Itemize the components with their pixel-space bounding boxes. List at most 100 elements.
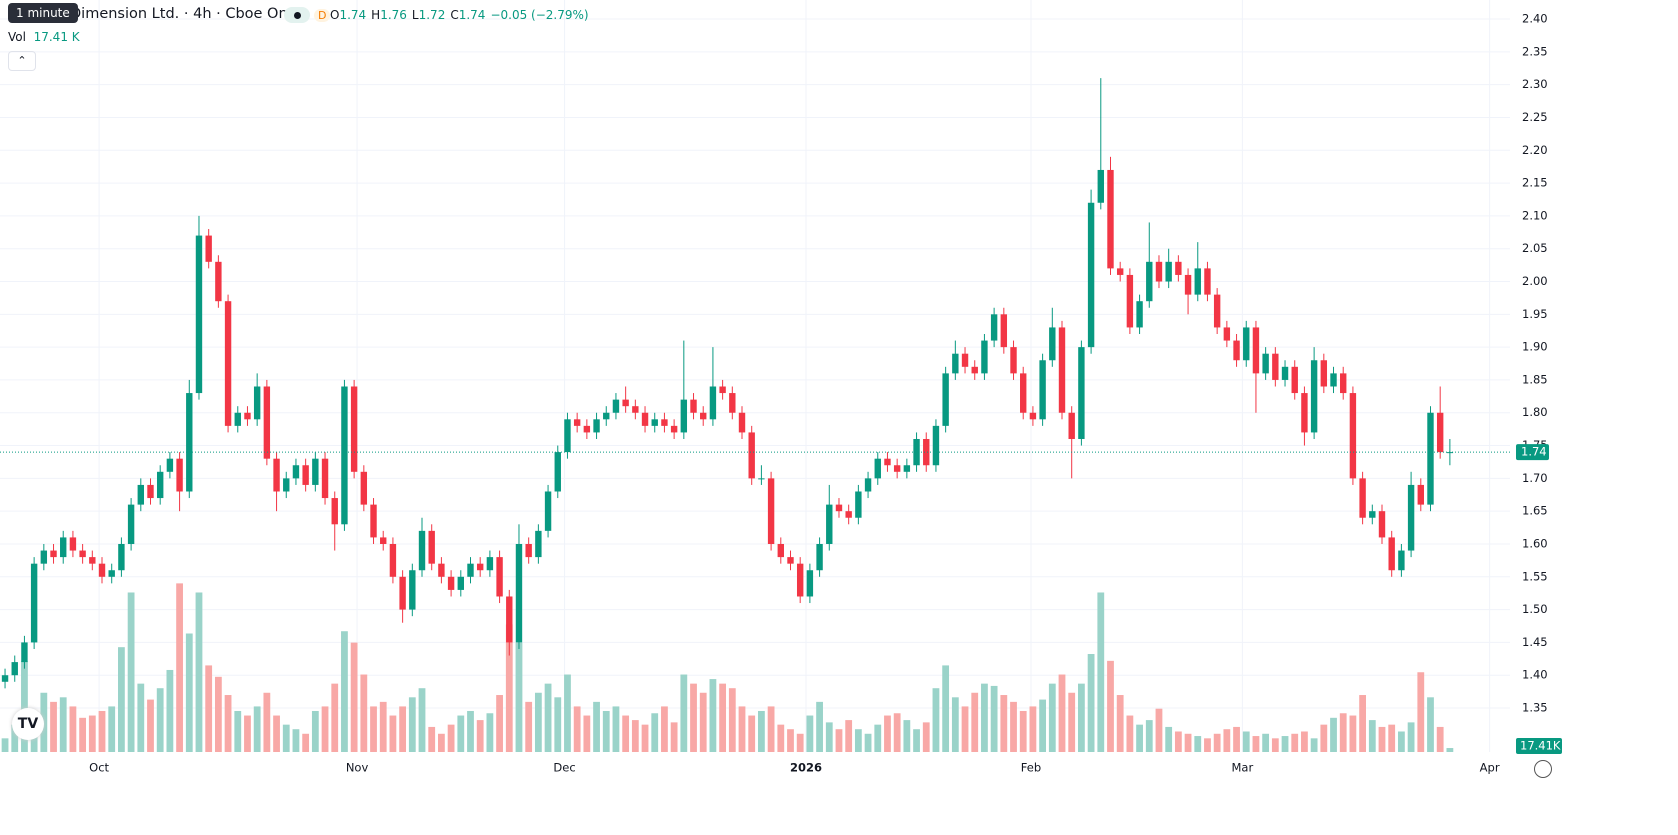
volume-bar	[1233, 726, 1240, 752]
candle-body	[796, 563, 804, 597]
candle-body	[1136, 301, 1143, 328]
volume-bar	[612, 706, 620, 752]
volume-legend: Vol 17.41 K	[8, 30, 80, 44]
collapse-button[interactable]: ⌃	[8, 51, 36, 71]
volume-bar	[825, 722, 833, 752]
candle-body	[1369, 511, 1376, 518]
volume-bar	[738, 706, 746, 752]
candle-body	[952, 353, 959, 374]
market-status[interactable]	[284, 7, 310, 23]
candle-body	[360, 471, 368, 505]
x-tick-label: 2026	[790, 761, 822, 775]
y-tick-label: 2.35	[1522, 44, 1548, 58]
volume-bar	[360, 674, 368, 752]
candle-body	[1310, 360, 1318, 433]
candle-body	[554, 452, 561, 492]
candle-body	[593, 419, 600, 433]
candle-body	[496, 557, 503, 597]
volume-bar	[1359, 695, 1367, 752]
volume-bar	[486, 713, 494, 752]
volume-bar	[88, 715, 96, 752]
change: −0.05 (−2.79%)	[490, 8, 589, 22]
candle-body	[1417, 484, 1424, 505]
volume-bar	[1252, 736, 1260, 752]
candle-body	[961, 353, 969, 367]
candle-body	[215, 261, 222, 302]
delay-badge[interactable]: D	[314, 8, 331, 22]
candle-body	[1223, 327, 1231, 341]
volume-bar	[922, 722, 930, 752]
volume-bar	[1010, 701, 1017, 752]
candle-body	[292, 465, 300, 479]
volume-bar	[253, 706, 261, 752]
tooltip: 1 minute	[8, 3, 78, 23]
candle-body	[1078, 347, 1085, 439]
volume-bar	[1388, 724, 1396, 752]
volume-bar	[1271, 738, 1279, 752]
candle-body	[60, 537, 67, 558]
ohlc-item: H1.76	[371, 8, 407, 22]
ohlc-value: 1.74	[458, 8, 486, 22]
candle-body	[923, 438, 930, 466]
volume-bar	[1155, 708, 1163, 752]
volume-bar	[1446, 748, 1454, 752]
volume-bar	[1068, 692, 1076, 752]
candle-body	[30, 563, 38, 643]
candle-body	[147, 484, 154, 499]
volume-bar	[787, 729, 794, 752]
volume-bar	[1087, 654, 1095, 752]
candle-body	[1398, 550, 1405, 571]
candle-body	[729, 393, 736, 413]
candle-body	[1010, 347, 1017, 374]
volume-bar	[767, 706, 775, 752]
volume-bar	[554, 697, 562, 752]
candle-body	[1243, 327, 1250, 361]
candle-body	[1029, 412, 1037, 420]
candle-body	[767, 478, 775, 544]
volume-bar	[1029, 706, 1037, 752]
volume-bar	[816, 701, 823, 752]
volume-bar	[1242, 731, 1250, 752]
volume-bar	[1204, 738, 1211, 752]
volume-bar	[932, 688, 940, 752]
volume-bar	[748, 715, 756, 752]
candle-body	[69, 537, 77, 551]
ohlc-label: C	[450, 8, 459, 22]
candle-body	[932, 425, 940, 466]
volume-bar	[1, 738, 9, 752]
volume-bar	[583, 715, 591, 752]
volume-bar	[496, 695, 503, 752]
candle-body	[389, 543, 397, 577]
candle-body	[1116, 268, 1124, 275]
candle-body	[874, 458, 881, 479]
candle-body	[622, 399, 629, 407]
candle-body	[544, 491, 552, 531]
volume-bar	[573, 706, 581, 752]
candle-body	[884, 458, 891, 466]
volume-bar	[1078, 683, 1085, 752]
volume-bar	[874, 724, 882, 752]
volume-bar	[341, 631, 348, 752]
candle-body	[641, 412, 649, 426]
volume-bar	[641, 724, 649, 752]
logo[interactable]: TV	[12, 708, 44, 740]
settings-button[interactable]	[1534, 760, 1552, 778]
x-tick-label: Nov	[346, 761, 369, 775]
volume-bar	[137, 683, 145, 752]
candle-body	[1126, 274, 1134, 328]
candle-body	[253, 386, 261, 420]
candle-body	[719, 386, 726, 394]
candle-body	[651, 419, 658, 426]
candle-body	[11, 662, 18, 676]
ohlc-label: H	[371, 8, 381, 22]
volume-bar	[728, 688, 736, 752]
volume-bar	[389, 715, 397, 752]
x-tick-label: Feb	[1021, 761, 1041, 775]
volume-bar	[1097, 592, 1105, 752]
candle-body	[990, 314, 998, 341]
volume-bar	[1126, 715, 1134, 752]
candle-body	[826, 504, 833, 544]
y-tick-label: 1.50	[1522, 602, 1548, 616]
candle-body	[777, 543, 784, 558]
volume-bar	[108, 706, 116, 752]
